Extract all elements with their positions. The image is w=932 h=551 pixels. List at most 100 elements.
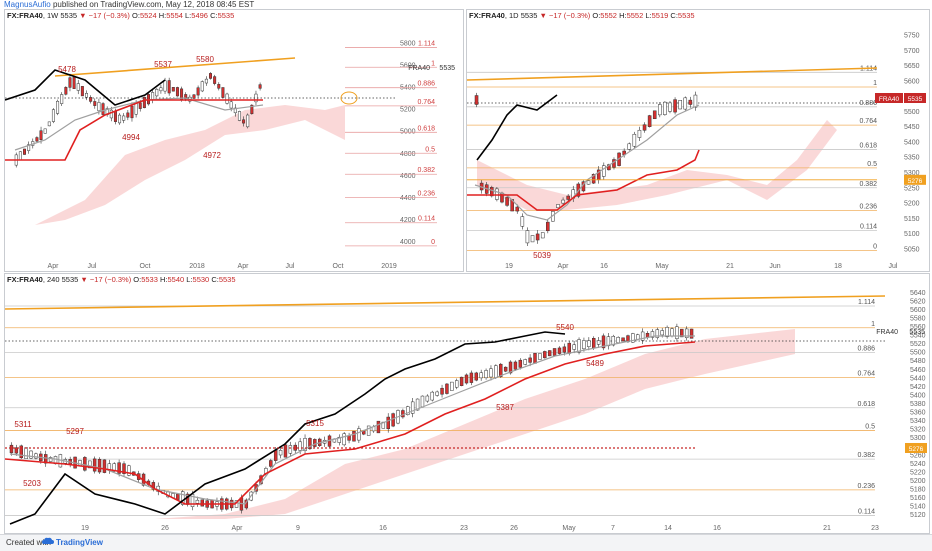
- y-tick-label: 5450: [904, 124, 920, 131]
- candle-body: [587, 340, 591, 347]
- fib-level-label: 0.382: [857, 452, 875, 459]
- y-tick-label: 5150: [904, 216, 920, 223]
- candle-body: [117, 462, 121, 474]
- candle-body: [23, 148, 26, 155]
- fib-level-label: 0.886: [857, 346, 875, 353]
- candle-body: [151, 92, 155, 100]
- tradingview-logo[interactable]: TradingView: [56, 538, 103, 547]
- fib-level-label: 0.5: [865, 423, 875, 430]
- candle-body: [24, 447, 28, 459]
- candle-body: [134, 103, 138, 115]
- y-tick-label: 5540: [910, 333, 926, 340]
- candle-body: [175, 87, 179, 97]
- price-annotation: 5580: [196, 55, 214, 64]
- ichimoku-cloud: [35, 105, 345, 225]
- chikou-line: [476, 94, 558, 161]
- candle-body: [196, 87, 200, 96]
- ichimoku-cloud: [477, 120, 837, 210]
- candle-body: [540, 232, 545, 239]
- y-tick-label: 5460: [910, 367, 926, 374]
- y-tick-label: 5200: [904, 201, 920, 208]
- candle-body: [72, 76, 76, 89]
- y-tick-label: 4600: [400, 173, 416, 180]
- candle-body: [313, 439, 317, 447]
- candle-body: [192, 94, 196, 99]
- price-annotation: 5039: [533, 251, 551, 260]
- y-tick-label: 5800: [400, 41, 416, 48]
- y-tick-label: 5440: [910, 375, 926, 382]
- y-tick-label: 5600: [904, 78, 920, 85]
- candle-body: [518, 359, 523, 368]
- candle-body: [607, 164, 611, 171]
- y-tick-label: 5700: [904, 48, 920, 55]
- y-tick-label: 5140: [910, 504, 926, 511]
- level-tag-bg: [905, 442, 927, 453]
- candle-body: [89, 97, 93, 102]
- candle-body: [376, 420, 381, 434]
- candle-body: [159, 87, 163, 92]
- candle-body: [167, 80, 171, 94]
- x-tick-label: 19: [81, 525, 89, 532]
- x-tick-label: Jul: [889, 263, 898, 270]
- fib-level-label: 0.114: [860, 224, 877, 231]
- price-annotation: 5387: [496, 403, 514, 412]
- candle-body: [43, 128, 47, 134]
- fib-level-label: 0.114: [858, 509, 875, 516]
- fib-level-label: 0.764: [857, 370, 875, 377]
- y-tick-label: 5520: [910, 341, 926, 348]
- candle-body: [586, 180, 591, 185]
- weekly-chart-title: FX:FRA40, 1W 5535 ▼ −17 (−0.3%) O:5524 H…: [7, 11, 235, 20]
- y-tick-label: 5250: [904, 185, 920, 192]
- candle-body: [561, 199, 565, 204]
- fib-level-label: 0.764: [859, 118, 877, 125]
- candle-body: [39, 130, 43, 140]
- x-tick-label: 18: [834, 263, 842, 270]
- candle-body: [572, 344, 576, 350]
- candle-body: [415, 398, 420, 411]
- daily-chart-panel[interactable]: FX:FRA40, 1D 5535 ▼ −17 (−0.3%) O:5552 H…: [466, 9, 930, 272]
- candle-body: [138, 102, 142, 109]
- author-link[interactable]: MagnusAufio: [4, 0, 51, 9]
- candle-body: [684, 328, 689, 339]
- 4h-chart-panel[interactable]: FX:FRA40, 240 5535 ▼ −17 (−0.3%) O:5533 …: [4, 273, 930, 534]
- fib-level-label: 0.236: [859, 204, 877, 211]
- candle-body: [88, 460, 92, 469]
- candle-body: [459, 376, 464, 386]
- candle-body: [18, 151, 22, 161]
- candle-body: [632, 133, 637, 147]
- candle-body: [616, 337, 620, 344]
- candle-body: [445, 383, 449, 394]
- candle-body: [92, 458, 97, 472]
- candle-body: [176, 493, 180, 500]
- candle-body: [450, 381, 454, 391]
- candle-body: [184, 94, 188, 100]
- candle-body: [474, 95, 479, 105]
- candle-body: [652, 110, 657, 120]
- price-annotation: 4994: [122, 133, 140, 142]
- candle-body: [101, 103, 105, 115]
- x-tick-label: 16: [379, 525, 387, 532]
- x-tick-label: 7: [611, 525, 615, 532]
- y-tick-label: 5420: [910, 384, 926, 391]
- y-tick-label: 5600: [910, 307, 926, 314]
- level-tag: 5276: [908, 178, 923, 185]
- fib-level-label: 0: [873, 243, 877, 250]
- y-tick-label: 5050: [904, 246, 920, 253]
- fib-level-label: 1.114: [858, 299, 875, 306]
- x-tick-label: Jul: [286, 263, 295, 270]
- symbol-tag: FRA40: [879, 96, 900, 103]
- weekly-chart-panel[interactable]: FX:FRA40, 1W 5535 ▼ −17 (−0.3%) O:5524 H…: [4, 9, 464, 272]
- candle-body: [250, 104, 254, 114]
- fib-level-label: 0.236: [417, 190, 435, 197]
- candle-body: [278, 450, 283, 456]
- kijun-line: [5, 341, 696, 505]
- x-tick-label: 9: [296, 525, 300, 532]
- level-tag-bg: [904, 174, 926, 185]
- candle-body: [606, 336, 611, 347]
- candle-body: [246, 114, 250, 128]
- candle-body: [109, 109, 113, 119]
- candle-body: [430, 391, 434, 401]
- candle-body: [689, 328, 694, 339]
- candle-body: [35, 137, 39, 142]
- candle-body: [420, 395, 425, 408]
